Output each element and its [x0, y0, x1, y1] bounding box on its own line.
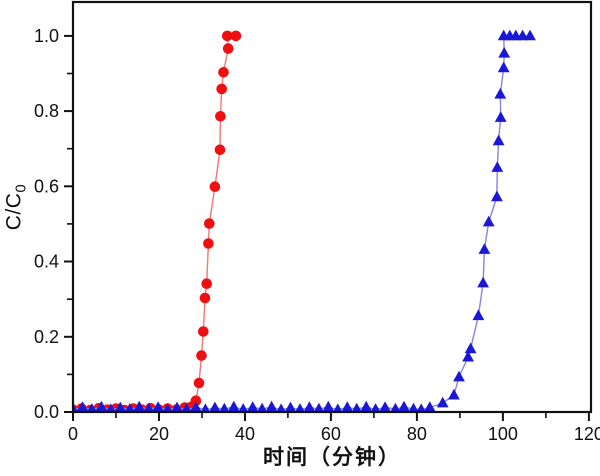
- data-point-triangle-marker: [237, 403, 249, 413]
- data-point-triangle-marker: [379, 401, 391, 412]
- data-point-circle-marker: [193, 377, 205, 389]
- data-point-triangle-marker: [516, 29, 529, 41]
- series-line-blue-triangles: [72, 35, 530, 411]
- x-tick-label: 40: [235, 424, 255, 444]
- x-tick-label: 80: [407, 424, 427, 444]
- data-point-triangle-marker: [218, 402, 230, 413]
- data-point-triangle-marker: [482, 215, 495, 227]
- data-point-triangle-marker: [76, 401, 89, 412]
- y-tick-label: 0.2: [34, 327, 59, 347]
- y-tick-label: 0.4: [34, 252, 59, 272]
- data-point-triangle-marker: [95, 400, 108, 412]
- data-point-circle-marker: [201, 278, 212, 290]
- data-point-triangle-marker: [209, 401, 221, 413]
- data-point-triangle-marker: [448, 388, 460, 400]
- data-point-triangle-marker: [472, 309, 485, 321]
- data-point-circle-marker: [204, 218, 215, 229]
- data-point-circle-marker: [199, 292, 211, 304]
- data-point-triangle-marker: [294, 403, 306, 413]
- data-point-triangle-marker: [200, 403, 211, 413]
- data-point-triangle-marker: [491, 190, 503, 202]
- data-point-triangle-marker: [491, 161, 504, 172]
- y-axis-title: C/C0: [2, 184, 29, 231]
- data-point-triangle-marker: [275, 403, 287, 413]
- data-point-triangle-marker: [332, 403, 344, 413]
- data-point-circle-marker: [196, 350, 207, 361]
- x-tick-label: 60: [321, 424, 341, 444]
- data-point-circle-marker: [214, 144, 226, 156]
- data-point-triangle-marker: [322, 400, 335, 412]
- data-point-triangle-marker: [284, 401, 297, 413]
- data-point-triangle-marker: [246, 401, 259, 412]
- data-point-triangle-marker: [152, 401, 164, 412]
- data-point-triangle-marker: [143, 402, 155, 413]
- y-tick-label: 0.0: [34, 402, 59, 422]
- data-point-triangle-marker: [524, 29, 536, 41]
- data-point-triangle-marker: [398, 400, 410, 412]
- data-point-triangle-marker: [370, 403, 382, 413]
- data-point-triangle-marker: [265, 400, 278, 412]
- x-tick-label: 0: [68, 424, 78, 444]
- data-point-triangle-marker: [124, 403, 136, 413]
- data-point-triangle-marker: [389, 402, 402, 413]
- data-point-triangle-marker: [464, 342, 477, 354]
- data-point-circle-marker: [230, 30, 242, 42]
- data-point-triangle-marker: [497, 61, 510, 73]
- data-point-triangle-marker: [162, 403, 173, 413]
- data-point-circle-marker: [190, 395, 202, 407]
- data-point-triangle-marker: [181, 403, 192, 413]
- y-tick-label: 0.6: [34, 176, 59, 196]
- data-point-circle-marker: [222, 30, 233, 42]
- data-point-triangle-marker: [453, 370, 465, 382]
- y-axis-title-text: C/C: [2, 192, 26, 231]
- data-point-triangle-marker: [407, 402, 420, 413]
- data-point-triangle-marker: [114, 401, 127, 413]
- data-point-triangle-marker: [494, 111, 507, 122]
- data-point-triangle-marker: [478, 243, 491, 254]
- data-point-triangle-marker: [477, 276, 489, 288]
- data-point-triangle-marker: [462, 350, 474, 362]
- data-point-triangle-marker: [171, 401, 183, 413]
- data-point-triangle-marker: [423, 401, 436, 412]
- data-point-circle-marker: [218, 67, 229, 78]
- data-point-triangle-marker: [492, 134, 505, 146]
- x-tick-label: 100: [488, 424, 518, 444]
- y-tick-label: 0.8: [34, 101, 59, 121]
- data-point-circle-marker: [209, 181, 221, 192]
- axes-frame: [71, 0, 593, 414]
- data-point-circle-marker: [215, 111, 226, 122]
- data-point-circle-marker: [216, 83, 227, 95]
- data-point-triangle-marker: [436, 396, 449, 408]
- data-point-triangle-marker: [303, 401, 316, 412]
- data-point-triangle-marker: [105, 403, 117, 413]
- x-tick-label: 120: [574, 424, 600, 444]
- data-point-triangle-marker: [256, 402, 268, 413]
- y-tick-label: 1.0: [34, 26, 59, 46]
- data-point-triangle-marker: [86, 403, 98, 413]
- y-axis-title-subscript: 0: [12, 183, 30, 193]
- data-point-triangle-marker: [313, 402, 325, 413]
- data-point-triangle-marker: [227, 400, 240, 412]
- data-point-triangle-marker: [341, 401, 354, 412]
- data-point-circle-marker: [198, 326, 209, 337]
- data-point-triangle-marker: [415, 403, 427, 413]
- data-point-circle-marker: [203, 238, 214, 249]
- x-axis-title: 时间（分钟）: [263, 446, 401, 469]
- data-point-triangle-marker: [494, 87, 507, 99]
- data-point-triangle-marker: [498, 46, 511, 58]
- data-point-triangle-marker: [133, 400, 146, 412]
- data-point-triangle-marker: [351, 402, 363, 413]
- data-point-triangle-marker: [190, 401, 202, 412]
- x-tick-label: 20: [149, 424, 169, 444]
- data-point-triangle-marker: [360, 400, 373, 412]
- data-point-circle-marker: [222, 43, 234, 54]
